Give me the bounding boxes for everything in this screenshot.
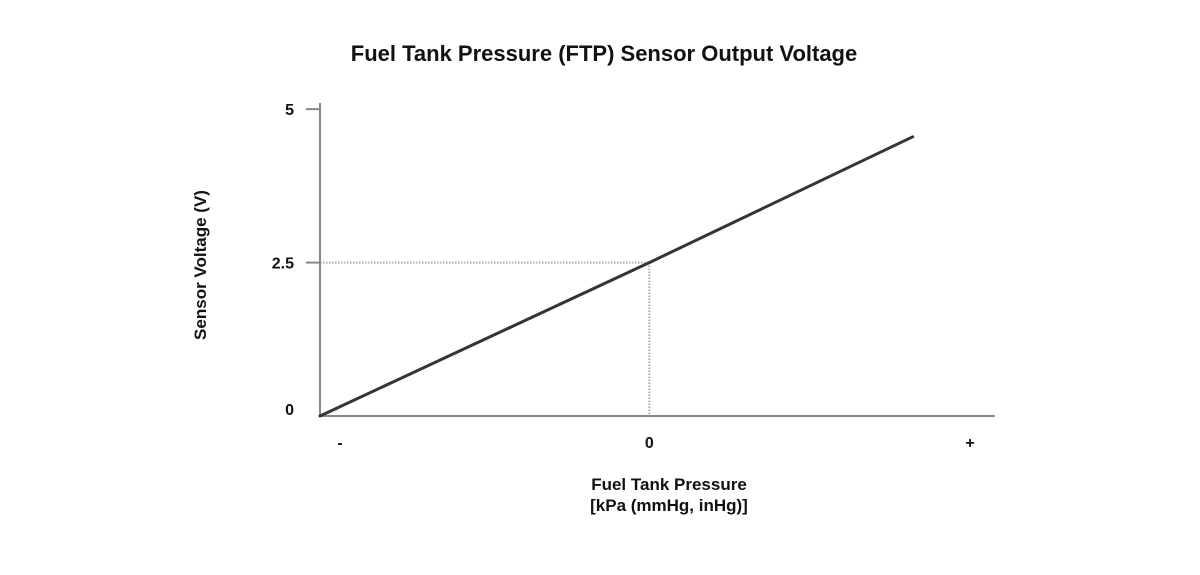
x-tick-label: - <box>337 435 342 452</box>
y-tick-label: 5 <box>285 102 294 119</box>
y-axis-label: Sensor Voltage (V) <box>191 190 210 340</box>
chart-title: Fuel Tank Pressure (FTP) Sensor Output V… <box>351 41 857 66</box>
y-tick-label: 0 <box>285 402 294 419</box>
y-tick-label: 2.5 <box>272 256 294 273</box>
x-axis-label-line2: [kPa (mmHg, inHg)] <box>590 496 748 515</box>
series-line <box>318 135 915 418</box>
x-axis-label-line1: Fuel Tank Pressure <box>591 475 747 494</box>
x-tick-label: 0 <box>645 435 654 452</box>
x-tick-label: + <box>965 435 974 452</box>
plot-area: 0 2.5 5 - 0 + <box>272 102 995 452</box>
